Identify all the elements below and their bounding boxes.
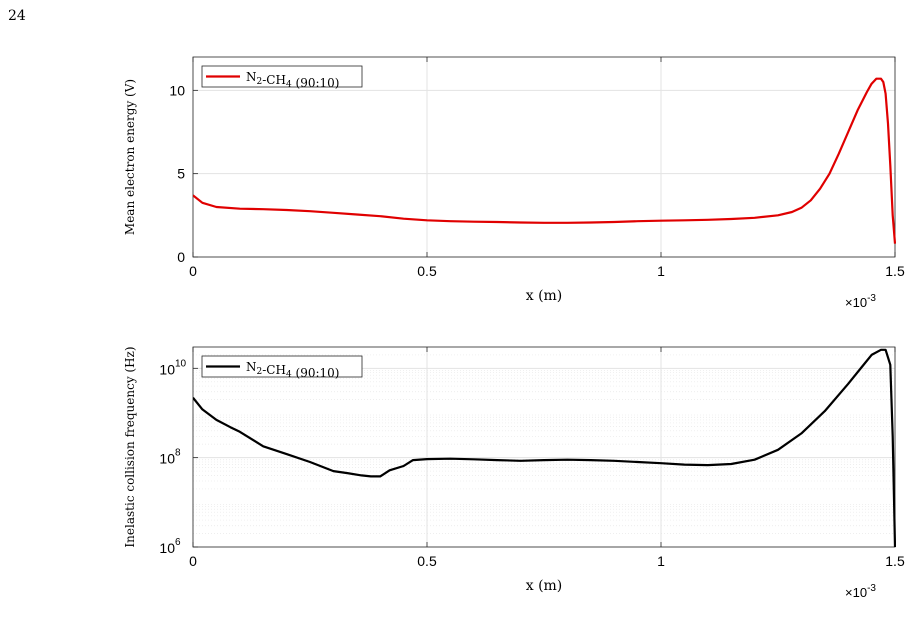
legend-label: N2-CH4 (90:10) (246, 360, 339, 380)
chart-panel-1: 0 0.5 1 1.5 0 5 10 x (m) ×10-3 Mean electron ener… (123, 56, 905, 310)
x-tick-label: 0.5 (417, 263, 437, 279)
plot-area (193, 347, 895, 547)
y-tick-label: 10 (169, 82, 185, 98)
x-tick-label: 1 (657, 553, 665, 569)
y-axis-label: Inelastic collision frequency (Hz) (123, 346, 137, 547)
legend: N2-CH4 (90:10) (201, 65, 363, 90)
x-tick-label: 0 (189, 553, 197, 569)
y-tick-label: 10 (159, 451, 175, 467)
x-tick-label: 1.5 (885, 553, 905, 569)
x-tick-label: 0 (189, 263, 197, 279)
x-multiplier: ×10-3 (845, 293, 876, 310)
legend-box (201, 355, 363, 378)
legend-box (201, 65, 363, 88)
x-tick-label: 1.5 (885, 263, 905, 279)
y-tick-label: 0 (177, 249, 185, 265)
x-tick-label: 0.5 (417, 553, 437, 569)
page-number: 24 (8, 8, 26, 24)
y-axis-label: Mean electron energy (V) (123, 79, 137, 235)
y-tick-label: 10 (159, 361, 175, 377)
x-multiplier: ×10-3 (845, 583, 876, 600)
x-axis-label: x (m) (526, 288, 563, 304)
series-line-1 (193, 348, 896, 547)
y-tick-exponent: 8 (175, 448, 181, 459)
x-axis-label: x (m) (526, 578, 563, 594)
axes-box (192, 346, 896, 548)
y-tick-exponent: 6 (175, 537, 181, 548)
y-tick-exponent: 10 (175, 358, 187, 369)
y-tick-label: 10 (159, 540, 175, 556)
legend-label: N2-CH4 (90:10) (246, 70, 339, 90)
x-tick-label: 1 (657, 263, 665, 279)
series-line-1 (193, 77, 896, 244)
legend: N2-CH4 (90:10) (201, 355, 363, 380)
y-tick-label: 5 (177, 166, 185, 182)
axes-box (192, 56, 896, 258)
